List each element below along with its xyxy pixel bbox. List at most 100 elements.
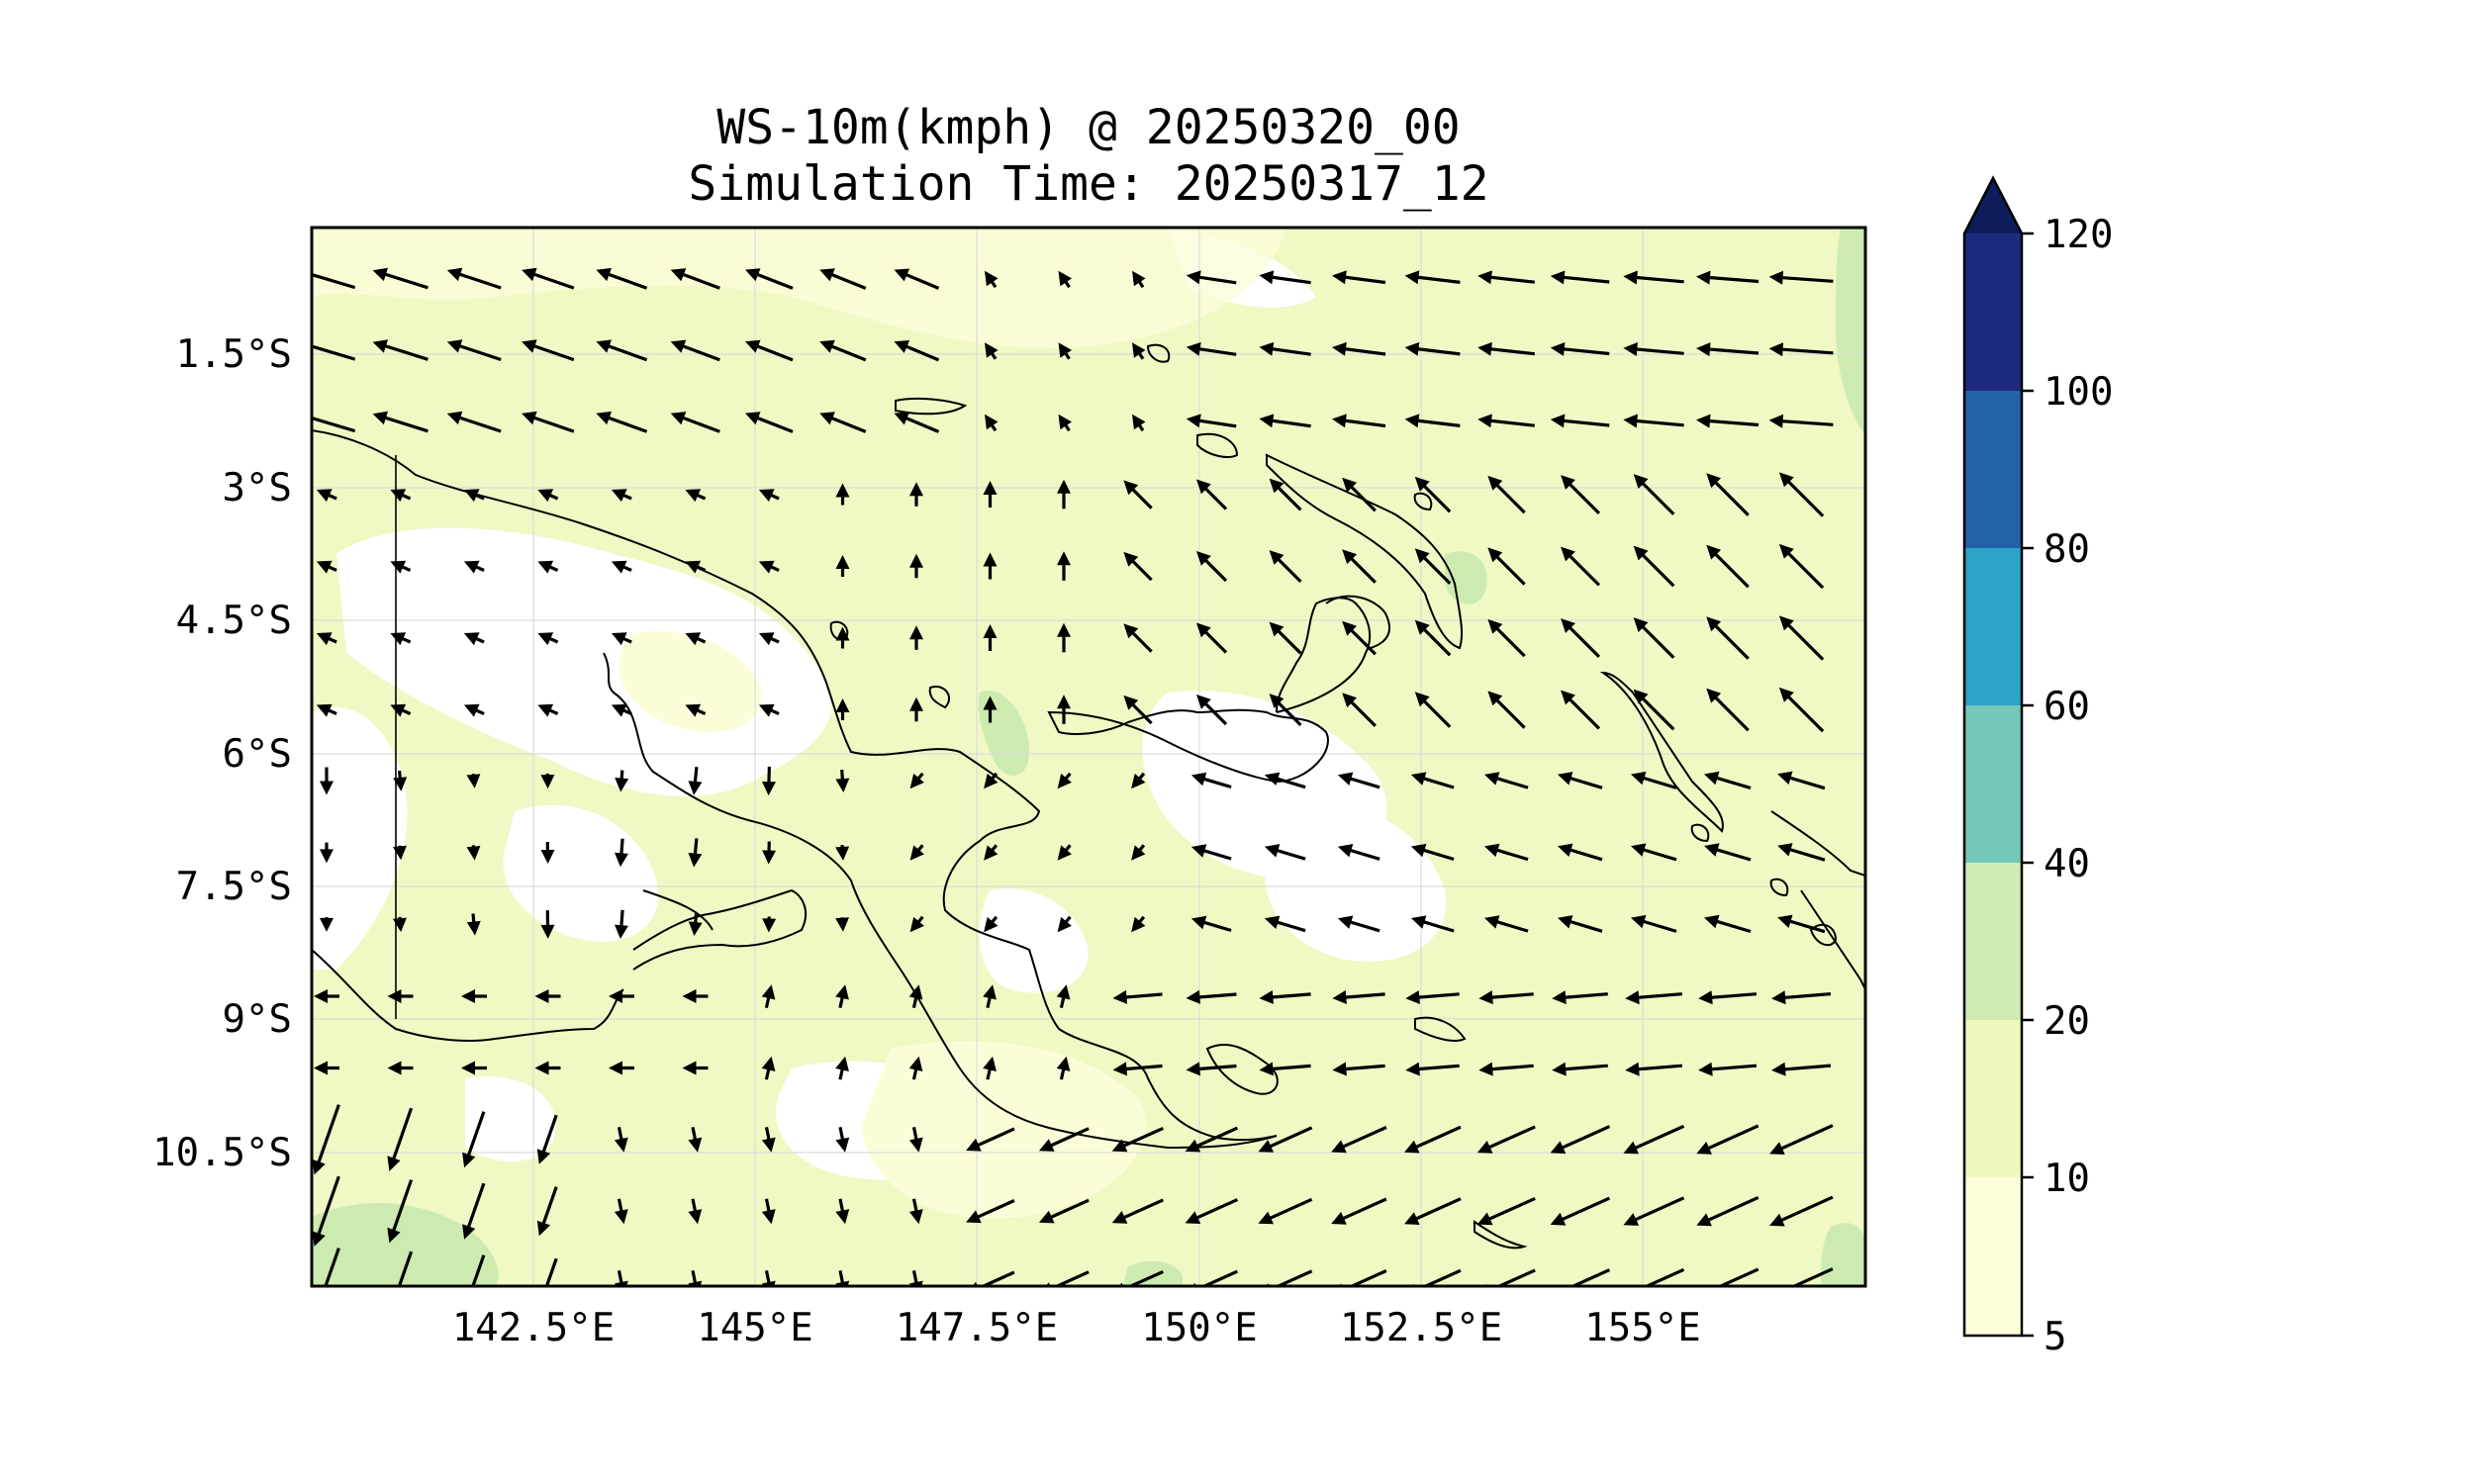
wind-vector-shaft: [603, 270, 648, 290]
wind-vector-shaft: [1193, 417, 1237, 428]
wind-vector-shaft: [1631, 275, 1684, 284]
wind-vector-arrowhead: [1185, 1211, 1201, 1224]
wind-vector-shaft: [1565, 918, 1603, 933]
wind-vector-arrowhead: [1123, 480, 1139, 496]
wind-vector-arrowhead: [1625, 990, 1640, 1005]
wind-vector-arrowhead: [462, 1224, 476, 1240]
wind-vector-arrowhead: [540, 775, 555, 789]
wind-vector-shaft: [528, 414, 575, 433]
wind-vector-arrowhead: [1058, 342, 1072, 358]
wind-vector-shaft: [1783, 692, 1825, 733]
wind-vector-arrowhead: [985, 342, 999, 358]
wind-vector-shaft: [901, 415, 940, 433]
lon-tick-label: 150°E: [1141, 1306, 1257, 1350]
coastlines: [312, 343, 1865, 1250]
wind-vector-arrowhead: [466, 774, 481, 788]
wind-vector-arrowhead: [1704, 843, 1720, 857]
wind-vector-arrowhead: [835, 698, 850, 712]
wind-vector-arrowhead: [387, 1156, 401, 1171]
wind-vector-arrowhead: [1404, 341, 1420, 356]
wind-vector-arrowhead: [835, 1137, 850, 1153]
colorbar-segment: [1964, 863, 2022, 1020]
wind-vector-arrowhead: [983, 552, 998, 567]
colorbar-segment: [1964, 391, 2022, 548]
wind-vector-arrowhead: [1706, 544, 1722, 560]
wind-vector-arrowhead: [1778, 615, 1794, 631]
wind-vector-arrowhead: [1623, 1141, 1640, 1155]
wind-vector-shaft: [1775, 1124, 1834, 1153]
colorbar: 5 10 20 40 60 80 100 120: [1962, 175, 2113, 1359]
colorbar-segment: [1964, 233, 2022, 391]
wind-vector-arrowhead: [1698, 1062, 1713, 1076]
wind-vector-arrowhead: [1264, 844, 1281, 858]
wind-vector-arrowhead: [540, 924, 555, 939]
wind-vector-shaft: [1631, 346, 1684, 355]
wind-vector-arrowhead: [1768, 270, 1783, 285]
lon-tick-label: 145°E: [697, 1306, 812, 1350]
wind-vector-arrowhead: [540, 849, 555, 864]
wind-vector-shaft: [1638, 694, 1675, 731]
wind-vector-shaft: [539, 1186, 558, 1230]
wind-vector-arrowhead: [819, 339, 835, 353]
wind-vector-shaft: [1120, 992, 1163, 999]
wind-vector-arrowhead: [983, 984, 997, 1000]
wind-vector-arrowhead: [1056, 1056, 1071, 1071]
wind-vector-arrowhead: [1484, 915, 1500, 929]
wind-vector-arrowhead: [1778, 472, 1794, 488]
wind-vector-arrowhead: [983, 1056, 997, 1071]
wind-vector-shaft: [1418, 775, 1455, 789]
wind-vector-arrowhead: [1264, 772, 1281, 786]
wind-vector-arrowhead: [536, 1220, 551, 1237]
wind-vector-arrowhead: [1259, 341, 1275, 356]
wind-vector-arrowhead: [1269, 478, 1285, 494]
wind-vector-arrowhead: [1706, 473, 1722, 489]
wind-vector-arrowhead: [596, 339, 612, 353]
wind-vector-shaft: [1265, 1126, 1313, 1151]
wind-vector-arrowhead: [1561, 618, 1575, 633]
wind-vector-shaft: [1491, 847, 1529, 862]
wind-vector-arrowhead: [1625, 1062, 1640, 1076]
wind-vector-arrowhead: [1185, 1139, 1201, 1153]
wind-vector-arrowhead: [835, 846, 850, 861]
wind-vector-arrowhead: [537, 489, 554, 503]
wind-vector-arrowhead: [314, 989, 328, 1003]
wind-vector-arrowhead: [390, 489, 407, 503]
wind-vector-arrowhead: [985, 270, 999, 287]
wind-vector-arrowhead: [1057, 845, 1072, 861]
wind-vector-arrowhead: [1777, 771, 1793, 785]
lat-tick-label: 9°S: [223, 997, 292, 1042]
wind-vector-shaft: [1120, 1064, 1163, 1071]
lat-tick-label: 6°S: [223, 732, 292, 777]
wind-vector-arrowhead: [1123, 695, 1139, 710]
wind-vector-shaft: [1345, 847, 1380, 861]
wind-vector-arrowhead: [534, 989, 549, 1003]
wind-vector-arrowhead: [390, 560, 407, 574]
wind-vector-arrowhead: [1342, 620, 1358, 636]
colorbar-label: 40: [2044, 842, 2090, 886]
wind-vector-shaft: [1558, 275, 1610, 284]
wind-vector-arrowhead: [466, 920, 481, 936]
wind-vector-arrowhead: [1404, 1212, 1420, 1225]
wind-vector-arrowhead: [393, 917, 407, 933]
wind-vector-arrowhead: [466, 846, 481, 861]
wind-vector-shaft: [1486, 992, 1534, 1000]
wind-vector-arrowhead: [762, 850, 777, 865]
wind-vector-arrowhead: [1476, 1141, 1493, 1154]
wind-vector-arrowhead: [1558, 843, 1573, 857]
wind-vector-shaft: [1702, 1195, 1760, 1224]
wind-vector-shaft: [1491, 551, 1526, 586]
wind-vector-arrowhead: [835, 555, 850, 569]
wind-vector-shaft: [1267, 1064, 1311, 1071]
wind-vector-shaft: [1419, 624, 1452, 657]
wind-vector-arrowhead: [1414, 619, 1430, 635]
wind-vector-arrowhead: [1123, 623, 1139, 639]
wind-vector-shaft: [1565, 775, 1603, 789]
wind-vector-arrowhead: [1631, 914, 1647, 929]
wind-vector-shaft: [1267, 992, 1311, 999]
wind-vector-arrowhead: [745, 268, 761, 282]
wind-vector-shaft: [1412, 418, 1461, 427]
wind-vector-shaft: [972, 1199, 1015, 1221]
wind-vector-arrowhead: [312, 1231, 326, 1247]
wind-vector-arrowhead: [1269, 621, 1285, 637]
wind-vector-arrowhead: [835, 1209, 850, 1225]
